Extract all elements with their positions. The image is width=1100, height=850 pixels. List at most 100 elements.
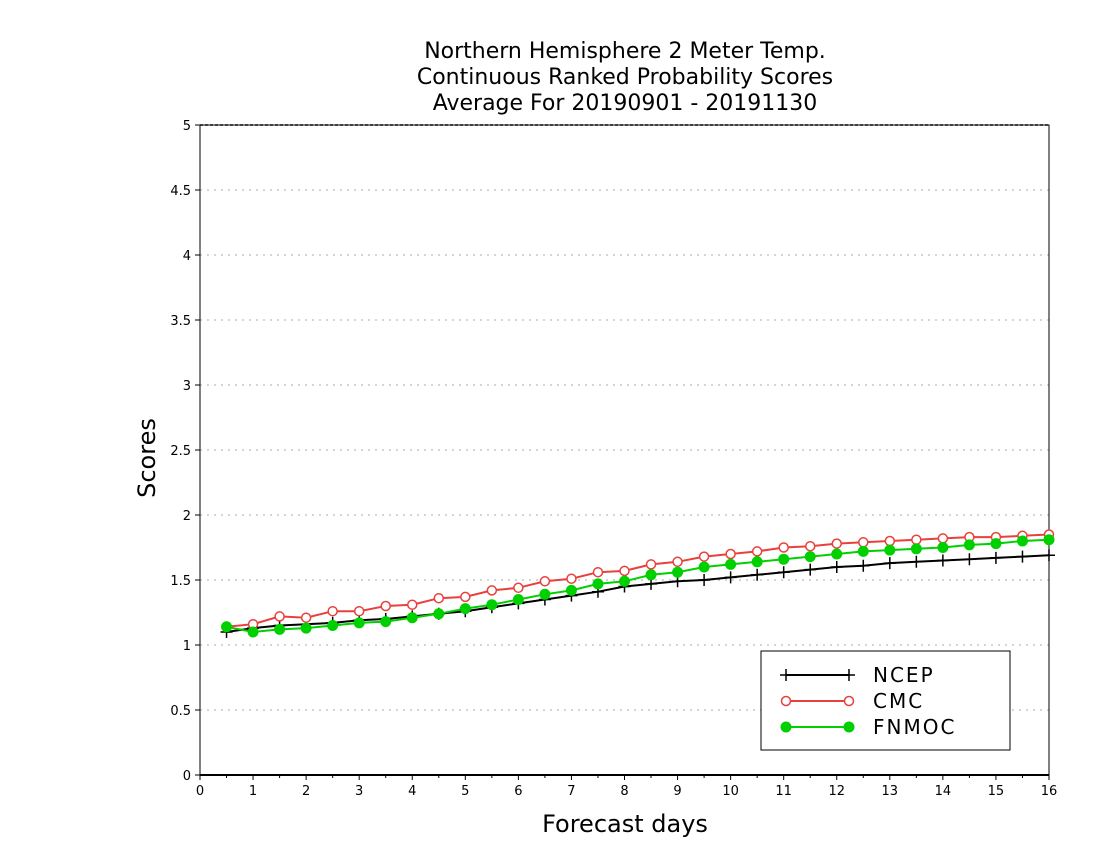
data-point-fnmoc bbox=[486, 599, 498, 611]
x-tick-label: 11 bbox=[775, 784, 792, 799]
data-point-ncep bbox=[1043, 549, 1055, 562]
data-point-ncep bbox=[910, 555, 923, 568]
data-point-fnmoc bbox=[221, 621, 233, 633]
x-tick-label: 3 bbox=[355, 784, 363, 799]
data-point-fnmoc bbox=[645, 569, 657, 581]
chart-title-line: Northern Hemisphere 2 Meter Temp. bbox=[424, 39, 826, 64]
data-point-ncep bbox=[751, 568, 764, 581]
data-point-cmc bbox=[380, 600, 391, 612]
x-tick-label: 16 bbox=[1041, 784, 1058, 799]
data-point-cmc bbox=[672, 556, 683, 568]
data-point-fnmoc bbox=[963, 539, 975, 551]
x-axis-label: Forecast days bbox=[542, 810, 708, 838]
legend-label-ncep: NCEP bbox=[873, 663, 935, 687]
data-point-fnmoc bbox=[300, 622, 312, 634]
data-point-cmc bbox=[725, 548, 736, 560]
data-point-cmc bbox=[804, 540, 816, 552]
y-tick-label: 3.5 bbox=[170, 314, 191, 329]
legend-marker-fnmoc bbox=[843, 721, 855, 733]
legend-marker-ncep bbox=[780, 669, 792, 681]
y-tick-label: 2.5 bbox=[170, 444, 191, 459]
chart-title-line: Continuous Ranked Probability Scores bbox=[417, 65, 833, 90]
y-tick-label: 2 bbox=[183, 509, 191, 524]
data-point-fnmoc bbox=[672, 566, 684, 578]
y-tick-label: 1.5 bbox=[170, 574, 191, 589]
data-point-fnmoc bbox=[1043, 534, 1055, 546]
x-tick-label: 8 bbox=[620, 784, 628, 799]
data-point-fnmoc bbox=[565, 584, 577, 596]
data-point-ncep bbox=[963, 553, 976, 566]
data-point-fnmoc bbox=[910, 543, 922, 555]
data-point-ncep bbox=[989, 551, 1002, 564]
data-point-cmc bbox=[486, 585, 498, 596]
data-point-ncep bbox=[777, 566, 790, 579]
chart-title-line: Average For 20190901 - 20191130 bbox=[433, 91, 818, 116]
y-tick-label: 0 bbox=[183, 769, 191, 784]
x-tick-label: 1 bbox=[249, 784, 257, 799]
data-point-fnmoc bbox=[512, 594, 524, 605]
data-point-cmc bbox=[592, 566, 604, 578]
y-tick-label: 0.5 bbox=[170, 704, 191, 719]
data-point-fnmoc bbox=[539, 588, 551, 600]
data-point-fnmoc bbox=[778, 553, 790, 565]
data-point-fnmoc bbox=[592, 578, 604, 590]
y-tick-label: 1 bbox=[183, 639, 191, 654]
data-point-fnmoc bbox=[990, 538, 1002, 550]
data-point-ncep bbox=[857, 559, 870, 572]
data-point-fnmoc bbox=[698, 561, 710, 573]
data-point-fnmoc bbox=[327, 620, 339, 631]
data-point-cmc bbox=[937, 533, 949, 544]
data-point-ncep bbox=[724, 571, 737, 584]
data-point-fnmoc bbox=[459, 603, 471, 615]
y-tick-label: 4.5 bbox=[170, 184, 191, 199]
data-point-cmc bbox=[566, 573, 577, 584]
data-point-fnmoc bbox=[247, 626, 259, 638]
x-tick-label: 5 bbox=[461, 784, 469, 799]
legend-label-fnmoc: FNMOC bbox=[873, 715, 956, 739]
x-tick-label: 10 bbox=[722, 784, 739, 799]
data-point-ncep bbox=[830, 561, 843, 573]
data-point-ncep bbox=[804, 563, 817, 576]
data-point-fnmoc bbox=[937, 542, 949, 553]
y-tick-label: 5 bbox=[183, 119, 191, 134]
data-point-fnmoc bbox=[884, 544, 896, 556]
x-tick-label: 12 bbox=[828, 784, 845, 799]
data-point-fnmoc bbox=[406, 612, 418, 624]
x-tick-label: 14 bbox=[935, 784, 952, 799]
data-point-cmc bbox=[698, 551, 710, 562]
data-point-fnmoc bbox=[274, 623, 286, 635]
data-point-ncep bbox=[698, 574, 711, 586]
legend-marker-fnmoc bbox=[780, 721, 792, 733]
y-axis-label: Scores bbox=[133, 418, 161, 498]
data-point-cmc bbox=[751, 546, 763, 557]
data-point-cmc bbox=[407, 599, 418, 610]
data-point-ncep bbox=[936, 554, 949, 567]
data-point-cmc bbox=[619, 565, 630, 577]
data-point-cmc bbox=[831, 538, 842, 549]
data-point-cmc bbox=[539, 576, 551, 587]
legend-label-cmc: CMC bbox=[873, 689, 924, 713]
data-point-cmc bbox=[460, 591, 471, 603]
x-tick-label: 0 bbox=[196, 784, 204, 799]
data-point-cmc bbox=[353, 605, 365, 617]
x-tick-label: 6 bbox=[514, 784, 522, 799]
data-point-cmc bbox=[778, 542, 789, 553]
data-point-fnmoc bbox=[804, 551, 816, 563]
legend-marker-cmc bbox=[780, 695, 792, 707]
data-point-fnmoc bbox=[831, 548, 843, 560]
data-point-ncep bbox=[883, 557, 896, 570]
y-tick-label: 3 bbox=[183, 379, 191, 394]
data-point-cmc bbox=[911, 534, 922, 545]
data-point-fnmoc bbox=[751, 556, 763, 568]
data-point-cmc bbox=[645, 559, 657, 570]
data-point-fnmoc bbox=[380, 616, 392, 628]
data-point-cmc bbox=[300, 612, 312, 623]
data-point-fnmoc bbox=[353, 617, 365, 629]
data-point-cmc bbox=[858, 537, 869, 548]
x-tick-label: 4 bbox=[408, 784, 416, 799]
data-point-cmc bbox=[513, 582, 524, 594]
data-point-fnmoc bbox=[433, 608, 445, 620]
data-point-fnmoc bbox=[725, 558, 737, 570]
